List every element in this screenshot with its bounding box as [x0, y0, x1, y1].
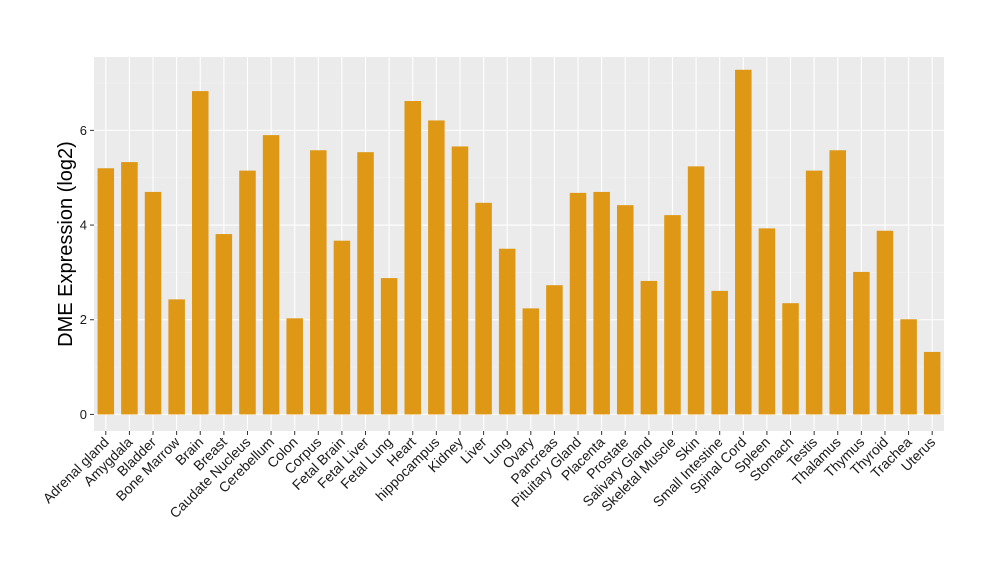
- bar: [451, 146, 469, 415]
- bar: [333, 240, 351, 415]
- bar: [168, 299, 185, 415]
- bar: [711, 290, 728, 415]
- bar: [404, 101, 422, 415]
- y-axis-ticks: 0 2 4 6: [80, 123, 94, 422]
- bar: [829, 150, 847, 415]
- bar: [522, 308, 540, 415]
- bar: [380, 278, 398, 415]
- y-tick-label: 2: [80, 312, 87, 327]
- y-tick-label: 6: [80, 123, 87, 138]
- bar: [782, 303, 799, 415]
- bar: [310, 150, 327, 415]
- bar: [546, 285, 563, 415]
- bar: [758, 228, 776, 415]
- bar: [215, 234, 233, 415]
- plot-panel: [94, 57, 944, 431]
- bar: [428, 120, 445, 415]
- y-axis-title: DME Expression (log2): [55, 141, 77, 347]
- bar: [593, 191, 610, 415]
- bar: [569, 192, 587, 415]
- bar: [239, 170, 256, 415]
- y-tick-label: 0: [80, 407, 87, 422]
- y-tick-label: 4: [80, 218, 87, 233]
- bar: [735, 69, 752, 415]
- bar: [286, 318, 303, 415]
- bar: [357, 152, 374, 415]
- bar: [687, 166, 705, 415]
- bar: [664, 215, 681, 415]
- bar: [805, 170, 823, 415]
- bar: [876, 230, 894, 415]
- bar: [191, 91, 209, 415]
- bar: [97, 168, 115, 415]
- bar: [121, 162, 138, 415]
- bar: [900, 319, 917, 415]
- bar: [923, 351, 941, 415]
- bar: [498, 248, 516, 415]
- bar: [640, 280, 658, 415]
- bar: [144, 191, 162, 415]
- bar: [616, 205, 634, 415]
- bar: [475, 202, 492, 415]
- bar: [262, 135, 280, 415]
- bars: [97, 69, 941, 415]
- bar: [853, 271, 870, 415]
- minor-gridlines: [94, 82, 944, 368]
